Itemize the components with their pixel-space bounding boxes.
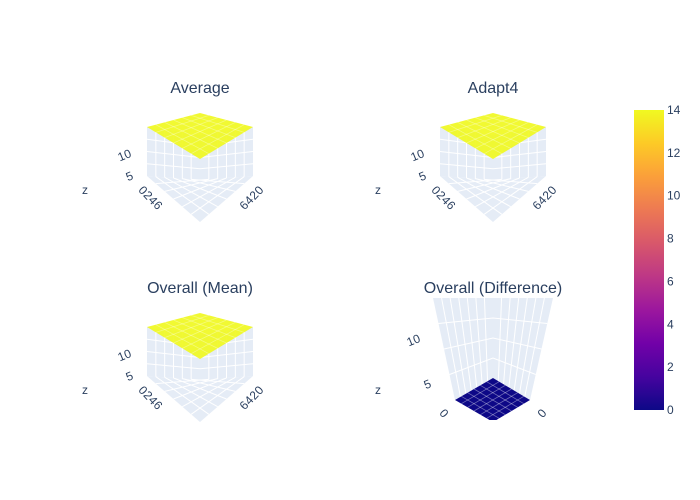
grid-line — [191, 378, 245, 385]
floor-pane — [147, 176, 253, 222]
surface-grid-line — [466, 119, 520, 144]
z-tick-label: 10 — [409, 146, 427, 164]
z-tick-label: 10 — [116, 346, 134, 364]
grid-line — [146, 163, 254, 170]
colorbar-tick-label: 6 — [667, 274, 674, 288]
z-axis-title: z — [82, 383, 88, 397]
surface-plane — [440, 113, 546, 159]
surface-grid-line — [190, 124, 245, 155]
floor-pane — [440, 176, 546, 222]
z-tick-label: 5 — [124, 368, 136, 384]
surface-grid-line — [466, 119, 520, 144]
colorbar-tick-label: 14 — [667, 103, 681, 117]
scene-overall-difference[interactable]: Overall (Difference) 5 10 z 0 0 — [375, 280, 562, 422]
surface-plane — [147, 113, 253, 159]
colorbar: 0 2 4 6 8 10 12 14 — [634, 103, 681, 417]
surface-plane — [455, 378, 530, 420]
surface-grid-line — [475, 117, 529, 139]
surface-grid-line — [473, 388, 512, 412]
z-tick-label: 10 — [116, 146, 134, 164]
z-tick-label: 5 — [422, 376, 434, 392]
surface-grid-line — [155, 124, 210, 155]
surface-grid-line — [480, 384, 518, 408]
surface-grid-line — [164, 321, 218, 349]
surface-grid-line — [486, 381, 525, 405]
floor-pane — [147, 376, 253, 422]
grid-line — [443, 337, 542, 350]
surface-grid-line — [475, 121, 529, 149]
surface-grid-line — [173, 119, 227, 144]
surface-grid-line — [164, 117, 218, 139]
surface-grid-line — [173, 319, 227, 344]
surface-grid-line — [182, 121, 236, 149]
colorbar-tick-label: 2 — [667, 360, 674, 374]
grid-line — [191, 178, 245, 185]
surface-grid-line — [473, 388, 512, 412]
colorbar-ticks: 0 2 4 6 8 10 12 14 — [667, 103, 681, 417]
surface-grid-line — [182, 321, 236, 349]
surface-grid-line — [448, 114, 502, 133]
surface-grid-line — [182, 317, 236, 339]
surface-grid-line — [480, 392, 518, 416]
surface-grid-line — [448, 124, 503, 155]
surface-grid-line — [467, 392, 506, 416]
colorbar-tick-label: 8 — [667, 232, 674, 246]
surface-grid-line — [484, 114, 538, 133]
surface-grid-line — [173, 119, 227, 144]
surface-grid-line — [461, 395, 500, 419]
surface-grid-line — [457, 117, 511, 139]
surface-grid-line — [173, 319, 227, 344]
surface-grid-line — [191, 314, 245, 333]
grid-line — [484, 178, 538, 185]
z-tick-label: 5 — [124, 168, 136, 184]
z-axis-title: z — [375, 383, 381, 397]
z-axis-title: z — [82, 183, 88, 197]
colorbar-tick-label: 4 — [667, 317, 674, 331]
colorbar-tick-label: 10 — [667, 189, 681, 203]
colorbar-tick-label: 12 — [667, 146, 681, 160]
surface-grid-line — [190, 324, 245, 355]
subplot-title: Overall (Difference) — [424, 280, 562, 297]
y-tick-label: 0 — [535, 406, 550, 421]
surface-grid-line — [457, 121, 511, 149]
surface-grid-line — [155, 114, 209, 133]
surface-grid-line — [164, 121, 218, 149]
surface-grid-line — [164, 317, 218, 339]
surface-grid-line — [155, 324, 210, 355]
surface-grid-line — [182, 117, 236, 139]
surface-grid-line — [461, 381, 500, 405]
x-tick-label: 0 — [437, 406, 452, 421]
z-axis-title: z — [375, 183, 381, 197]
surface-grid-line — [191, 114, 245, 133]
grid-line — [439, 163, 547, 170]
surface-grid-line — [155, 314, 209, 333]
subplot-title: Average — [170, 80, 229, 97]
surface-plane — [147, 313, 253, 359]
subplot-title: Adapt4 — [468, 80, 519, 97]
surface-grid-line — [467, 384, 506, 408]
scene-clip — [433, 298, 553, 420]
grid-line — [438, 317, 548, 324]
colorbar-gradient — [634, 110, 664, 410]
surface-grid-line — [486, 395, 525, 419]
grid-line — [146, 363, 254, 370]
subplot-title: Overall (Mean) — [147, 280, 253, 297]
grid-line — [449, 357, 536, 375]
z-tick-label: 5 — [417, 168, 429, 184]
colorbar-tick-label: 0 — [667, 403, 674, 417]
surface-grid-line — [483, 124, 538, 155]
z-tick-label: 10 — [405, 331, 423, 349]
